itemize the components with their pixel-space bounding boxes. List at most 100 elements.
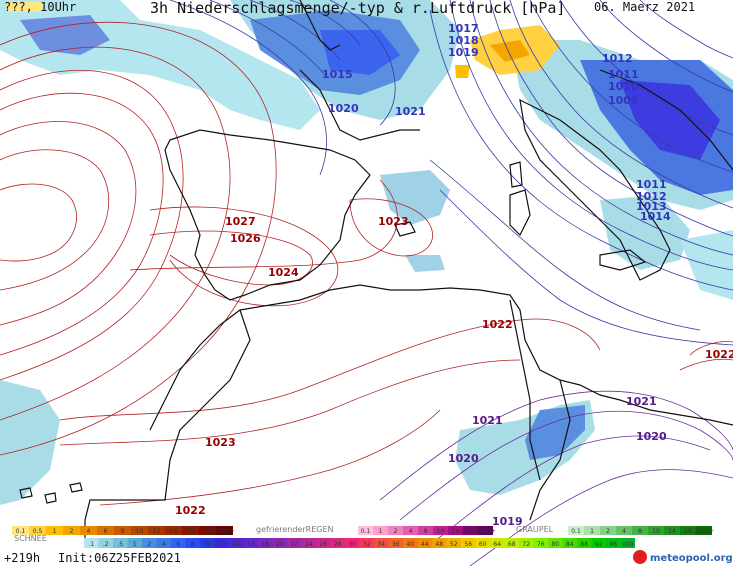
isobar-label: 1011 [636, 178, 667, 191]
legend-snow-value: 2025+ [214, 528, 234, 535]
legend-total-value: 88 [580, 541, 588, 548]
isobar-line [449, 0, 733, 271]
isobar-line [379, 390, 733, 501]
legend-graupel-swatch [584, 526, 600, 535]
legend-total-value: 76 [537, 541, 545, 548]
legend-total-swatch [591, 538, 606, 548]
isobar-label: 1019 [448, 46, 479, 59]
legend-snow-value: 12 [153, 528, 161, 535]
legend-total-swatch [200, 538, 215, 548]
isobar-label: 1021 [626, 395, 657, 408]
legend-freezing-rain-swatch [433, 526, 448, 535]
legend-total-value: .2 [103, 541, 109, 548]
legend-total-swatch [142, 538, 157, 548]
legend-total-value: 26 [319, 541, 327, 548]
isobar-label: 1009 [608, 94, 639, 107]
legend-total-swatch [388, 538, 403, 548]
legend-total-value: 22 [290, 541, 298, 548]
legend-snow-value: 0.1 [16, 528, 26, 535]
isobar-lines-high [0, 21, 733, 506]
legend-total-swatch [156, 538, 171, 548]
legend-freezing-rain-swatch [418, 526, 433, 535]
legend-freezing-rain-value: 14 [452, 528, 460, 535]
legend-graupel-swatch [616, 526, 632, 535]
isobar-label: 1022 [175, 504, 206, 517]
sardinia [509, 189, 531, 237]
legend-freezing-rain-value: 4 [409, 528, 413, 535]
legend-snow-value: 4 [87, 528, 91, 535]
isobar-line [529, 0, 733, 173]
legend-total-value: 8 [191, 541, 195, 548]
precip-yellow-sw [5, 2, 45, 12]
canary-islands [19, 482, 83, 504]
isobar-line [169, 0, 327, 176]
legend-total-swatch [185, 538, 200, 548]
legend-total-swatch [98, 538, 113, 548]
legend-freezing-rain-value: 2025+ [475, 528, 495, 535]
legend-total-value: 36 [392, 541, 400, 548]
header-date: 06. Maerz 2021 [594, 0, 695, 14]
precip-yellow-alps-2 [490, 40, 530, 62]
isobar-line [0, 121, 137, 326]
corsica [509, 161, 523, 188]
legend-freezing-rain-swatch [403, 526, 418, 535]
legend-total-value: 18 [261, 541, 269, 548]
legend-graupel-swatch [600, 526, 616, 535]
isobar-label: 1027 [225, 215, 256, 228]
mallorca [394, 221, 416, 237]
brand-logo-icon [633, 550, 647, 564]
legend-total-swatch [504, 538, 519, 548]
isobar-line [679, 358, 733, 371]
legend-graupel-swatch [696, 526, 712, 535]
legend-total-swatch [620, 538, 635, 548]
precip-topleft [20, 15, 110, 55]
legend-snow-value: 14 [170, 528, 178, 535]
legend-snow-swatch [148, 526, 165, 535]
legend-total-swatch [403, 538, 418, 548]
legend-total-swatch [113, 538, 128, 548]
legend-total-swatch [345, 538, 360, 548]
legend-total-precipitation: .1.2.5 1 2 4 6 8 10 12 14 16 18 20 22 24 26 28 30 32 34 36 4… [84, 538, 635, 548]
legend-graupel-value: 8 [638, 528, 642, 535]
legend-graupel-value: 14 [668, 528, 676, 535]
isobar-line [129, 179, 398, 271]
legend-total-value: 56 [464, 541, 472, 548]
legend-graupel-value: 2 [606, 528, 610, 535]
footer-init: Init:06Z25FEB2021 [58, 551, 181, 565]
legend-total-swatch [562, 538, 577, 548]
legend-total-swatch [171, 538, 186, 548]
legend-total-value: .1 [88, 541, 94, 548]
isobar-label: 1018 [448, 34, 479, 47]
legend-freezing-rain-value: 1 [379, 528, 383, 535]
legend-total-swatch [243, 538, 258, 548]
legend-graupel-swatch [648, 526, 664, 535]
isobar-label: 1011 [608, 68, 639, 81]
legend-total-value: 6 [176, 541, 180, 548]
legend-total-swatch [475, 538, 490, 548]
isobar-line [99, 409, 441, 506]
isobar-label: 1020 [636, 430, 667, 443]
isobar-line [0, 149, 110, 291]
legend-graupel: 0.1 1 2 4 8 10 14 16 2025+ [568, 526, 714, 535]
legend-snow-swatch [165, 526, 182, 535]
isobar-line [399, 410, 733, 521]
isobar-label: 1022 [705, 348, 733, 361]
legend-total-value: 28 [334, 541, 342, 548]
legend-total-value: 4 [162, 541, 166, 548]
isobar-label: 1013 [636, 200, 667, 213]
legend-snow-swatch [63, 526, 80, 535]
legend-freezing-rain-swatch [358, 526, 373, 535]
isobar-label-layer: 1015 1020 1021 1017 1018 1019 1012 1011 … [175, 22, 733, 528]
legend-snow-swatch [216, 526, 233, 535]
isobar-line [59, 318, 601, 421]
isobar-line [289, 0, 361, 46]
libya-egypt-border [529, 379, 571, 521]
isobar-label: 1015 [322, 68, 353, 81]
legend-total-value: 40 [406, 541, 414, 548]
legend-total-value: 34 [377, 541, 385, 548]
legend-freezing-rain-swatch [373, 526, 388, 535]
isobar-line [149, 206, 339, 307]
isobar-line [429, 159, 701, 331]
legend-graupel-swatch [568, 526, 584, 535]
